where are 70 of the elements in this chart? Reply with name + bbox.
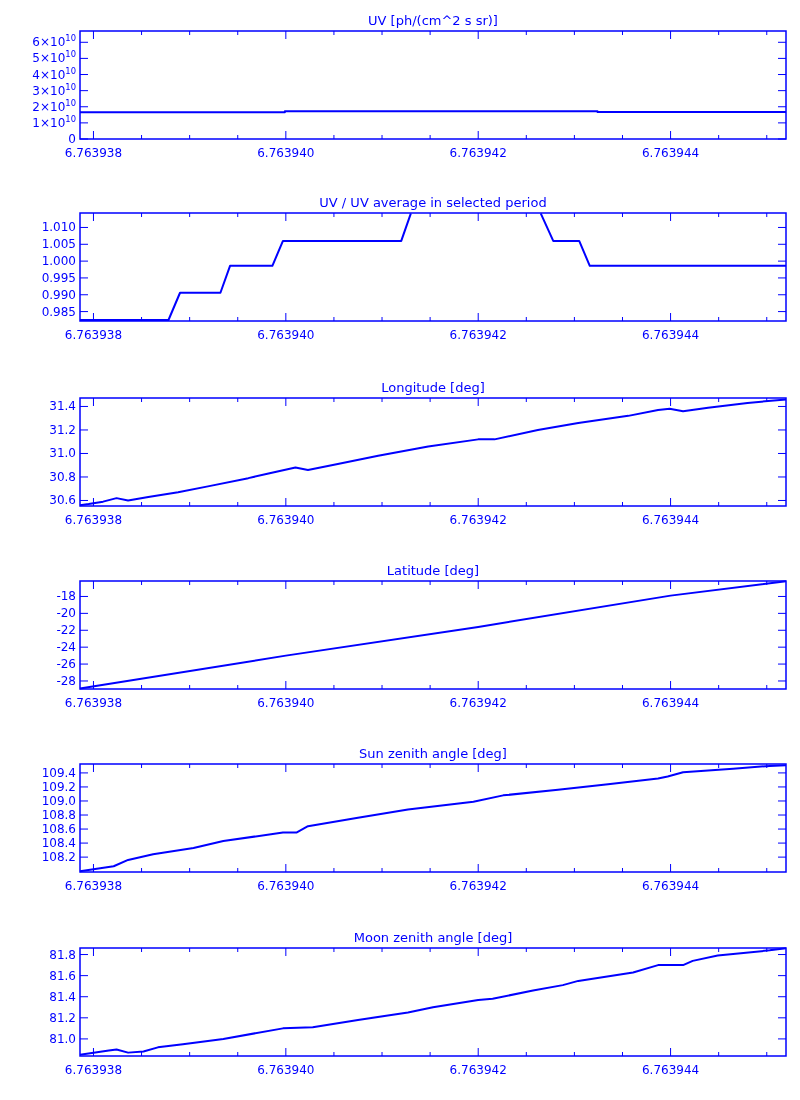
x-tick-label: 6.763938 (64, 1063, 123, 1077)
y-tick-label: -20 (56, 606, 76, 621)
y-tick-label: 1.000 (41, 254, 76, 269)
chart-title: Moon zenith angle [deg] (353, 930, 513, 945)
x-tick-label: 6.763942 (449, 696, 507, 710)
y-tick-label: 108.2 (41, 850, 76, 865)
x-tick-label: 6.763940 (257, 146, 315, 160)
y-tick-label: 81.0 (49, 1031, 76, 1046)
x-tick-label: 6.763942 (449, 879, 507, 893)
y-tick-label: 81.8 (49, 947, 76, 962)
line-series (79, 947, 787, 1056)
y-tick-label: -24 (56, 640, 76, 655)
x-tick-label: 6.763944 (641, 328, 700, 342)
y-tick-label: 109.4 (41, 765, 76, 780)
x-tick-label: 6.763942 (449, 146, 507, 160)
chart-title: Sun zenith angle [deg] (359, 746, 507, 761)
y-tick-label: -18 (56, 589, 76, 604)
line-series (79, 764, 787, 873)
y-tick-label: 0 (68, 132, 76, 146)
y-tick-label: 108.4 (41, 836, 76, 851)
y-tick-label: 0.995 (41, 270, 76, 285)
x-tick-label: 6.763940 (257, 328, 315, 342)
x-tick-label: 6.763942 (449, 328, 507, 342)
y-tick-label: 109.2 (41, 779, 76, 794)
y-tick-label: 5×10$^{10}$ (32, 49, 76, 66)
y-tick-label: 81.4 (49, 989, 76, 1004)
x-tick-label: 6.763944 (641, 1063, 700, 1077)
x-tick-label: 6.763944 (641, 879, 700, 893)
y-tick-label: 1.010 (41, 220, 76, 235)
y-tick-label: 0.985 (41, 304, 76, 319)
line-series (79, 580, 787, 690)
y-tick-label: 81.6 (49, 968, 76, 983)
y-tick-label: 108.8 (41, 808, 76, 823)
x-tick-label: 6.763944 (641, 146, 700, 160)
y-tick-label: 6×10$^{10}$ (32, 33, 76, 50)
x-tick-label: 6.763938 (64, 513, 123, 527)
x-tick-label: 6.763938 (64, 879, 123, 893)
y-tick-label: 1.005 (41, 237, 76, 252)
x-tick-label: 6.763940 (257, 513, 315, 527)
x-tick-label: 6.763940 (257, 1063, 315, 1077)
y-tick-label: -26 (56, 657, 76, 672)
x-tick-label: 6.763942 (449, 513, 507, 527)
x-tick-label: 6.763938 (64, 146, 123, 160)
y-tick-label: 30.6 (49, 493, 76, 508)
y-tick-label: 109.0 (41, 793, 76, 808)
chart-title: Latitude [deg] (386, 563, 480, 578)
x-tick-label: 6.763944 (641, 513, 700, 527)
y-tick-label: -28 (56, 673, 76, 688)
y-tick-label: 31.0 (49, 446, 76, 461)
y-tick-label: 81.2 (49, 1010, 76, 1025)
y-tick-label: 0.990 (41, 287, 76, 302)
x-tick-label: 6.763938 (64, 328, 123, 342)
line-series (79, 398, 787, 507)
x-tick-label: 6.763944 (641, 696, 700, 710)
y-tick-label: 31.4 (49, 399, 76, 414)
y-tick-label: 3×10$^{10}$ (32, 81, 76, 98)
y-tick-label: 4×10$^{10}$ (32, 65, 76, 82)
chart-title: UV [ph/(cm^2 s sr)] (368, 13, 498, 28)
y-tick-label: 2×10$^{10}$ (32, 97, 76, 114)
y-tick-label: -22 (56, 623, 76, 638)
x-tick-label: 6.763940 (257, 879, 315, 893)
chart-title: Longitude [deg] (381, 380, 485, 395)
x-tick-label: 6.763942 (449, 1063, 507, 1077)
chart-title: UV / UV average in selected period (319, 195, 547, 210)
y-tick-label: 30.8 (49, 469, 76, 484)
y-tick-label: 31.2 (49, 422, 76, 437)
y-tick-label: 1×10$^{10}$ (32, 113, 76, 130)
x-tick-label: 6.763940 (257, 696, 315, 710)
y-tick-label: 108.6 (41, 822, 76, 837)
x-tick-label: 6.763938 (64, 696, 123, 710)
